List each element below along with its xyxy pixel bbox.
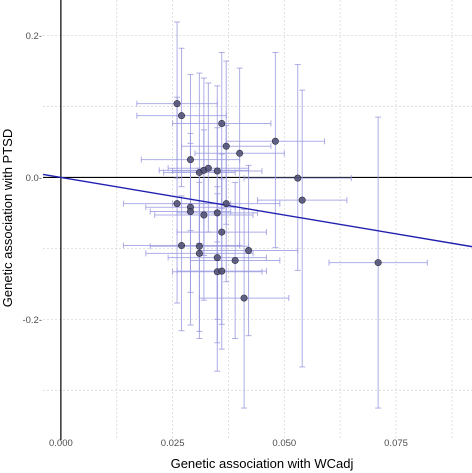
- y-tick-label: 0.2-: [26, 31, 42, 42]
- x-tick-label: 0.000: [49, 438, 73, 449]
- data-point: [178, 112, 186, 120]
- data-point: [178, 242, 186, 250]
- data-point: [195, 249, 203, 257]
- x-tick-label: 0.050: [272, 438, 296, 449]
- x-tick-label: 0.025: [161, 438, 185, 449]
- y-tick-label: 0.0-: [26, 173, 42, 184]
- data-point: [231, 256, 239, 264]
- tick-labels: 0.000 0.025 0.050 0.075 -0.2- 0.0- 0.2-: [22, 31, 407, 449]
- data-point: [218, 267, 226, 275]
- data-point: [213, 167, 221, 175]
- x-axis-title: Genetic association with WCadj: [171, 456, 354, 471]
- y-axis-title: Genetic association with PTSD: [0, 129, 15, 307]
- data-point: [298, 196, 306, 204]
- data-point: [213, 254, 221, 262]
- data-point: [186, 156, 194, 164]
- data-point: [271, 137, 279, 145]
- x-tick-label: 0.075: [384, 438, 408, 449]
- data-point: [222, 142, 230, 150]
- data-point: [173, 100, 181, 108]
- reference-lines: [43, 0, 472, 440]
- data-point: [218, 119, 226, 127]
- data-point: [186, 207, 194, 215]
- regression-line: [42, 173, 472, 248]
- data-points: [173, 100, 382, 302]
- data-point: [213, 209, 221, 217]
- data-point: [245, 247, 253, 255]
- data-point: [218, 228, 226, 236]
- data-point: [240, 294, 248, 302]
- regression-line-group: [42, 173, 472, 248]
- data-point: [200, 211, 208, 219]
- y-tick-label: -0.2-: [22, 315, 42, 326]
- data-point: [173, 200, 181, 208]
- data-point: [204, 164, 212, 172]
- data-point: [195, 242, 203, 250]
- data-point: [294, 174, 302, 182]
- data-point: [236, 149, 244, 157]
- data-point: [222, 200, 230, 208]
- data-point: [374, 259, 382, 267]
